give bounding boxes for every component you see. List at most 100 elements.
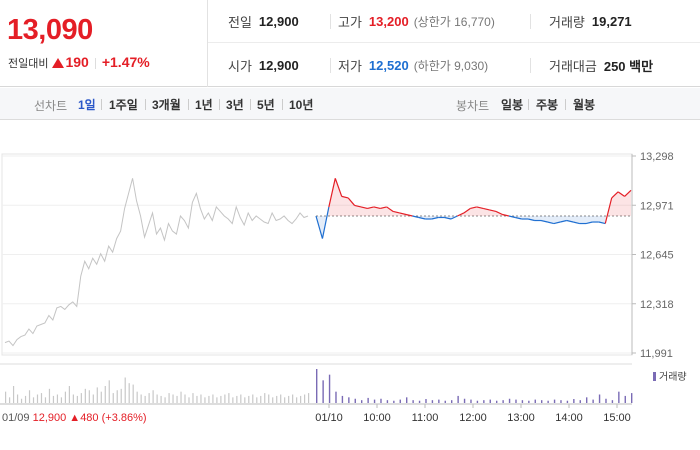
line-segment bbox=[624, 189, 632, 197]
divider bbox=[250, 99, 251, 110]
stat-label: 시가 bbox=[228, 59, 252, 74]
volume-bar bbox=[502, 400, 504, 403]
volume-bar bbox=[566, 400, 569, 403]
range-3y-tab[interactable]: 3년 bbox=[226, 98, 244, 112]
area-segment bbox=[380, 206, 387, 216]
area-segment bbox=[553, 215, 561, 224]
line-segment bbox=[483, 207, 490, 211]
volume-bar bbox=[412, 400, 414, 403]
volume-bar bbox=[579, 400, 581, 403]
volume-bar bbox=[431, 400, 434, 403]
monthly-candle-tab[interactable]: 월봉 bbox=[573, 98, 596, 112]
line-segment bbox=[450, 215, 458, 220]
volume-bar bbox=[164, 397, 166, 403]
divider bbox=[188, 99, 189, 110]
y-axis: 13,298 12,971 12,645 12,318 11,991 bbox=[631, 151, 674, 360]
volume-bar bbox=[515, 399, 517, 403]
volume-bar bbox=[136, 391, 138, 403]
line-segment bbox=[476, 206, 484, 210]
volume-bar bbox=[92, 394, 94, 403]
stat-open: 시가 12,900 bbox=[228, 44, 299, 87]
divider bbox=[219, 99, 220, 110]
volume-bar bbox=[200, 394, 202, 403]
volume-bar bbox=[32, 397, 35, 403]
weekly-candle-tab[interactable]: 주봉 bbox=[536, 98, 559, 112]
volume-bar bbox=[272, 397, 274, 403]
stat-value: 12,520 bbox=[368, 58, 409, 73]
volume-bar bbox=[386, 400, 389, 403]
chart-toolbar: 선차트 1일 1주일 3개월 1년 3년 5년 10년 봉차트 일봉 주봉 월봉 bbox=[0, 88, 700, 120]
stat-value: 12,900 bbox=[258, 58, 299, 73]
stat-prev: 전일 12,900 bbox=[228, 0, 299, 43]
x-tick-label: 10:00 bbox=[363, 412, 391, 424]
volume-bar bbox=[444, 400, 446, 403]
volume-bar bbox=[168, 393, 170, 403]
line-segment bbox=[489, 209, 497, 213]
range-1d-tab[interactable]: 1일 bbox=[78, 98, 96, 112]
volume-bar bbox=[128, 383, 130, 403]
area-segment bbox=[470, 206, 477, 216]
volume-bar bbox=[418, 400, 421, 403]
volume-bar bbox=[541, 400, 543, 403]
area-segment bbox=[425, 215, 432, 220]
area-segment bbox=[361, 206, 368, 216]
range-1y-tab[interactable]: 1년 bbox=[195, 98, 213, 112]
daily-candle-tab[interactable]: 일봉 bbox=[501, 98, 524, 112]
line-segment bbox=[386, 206, 394, 212]
volume-bar bbox=[176, 395, 178, 403]
volume-bar bbox=[36, 394, 39, 403]
area-segment bbox=[476, 206, 484, 216]
volume-bar bbox=[618, 391, 620, 403]
volume-bar bbox=[8, 397, 11, 403]
range-1w-tab[interactable]: 1주일 bbox=[109, 98, 138, 112]
range-5y-tab[interactable]: 5년 bbox=[257, 98, 275, 112]
line-segment bbox=[540, 219, 548, 223]
area-segment bbox=[547, 215, 554, 224]
volume-bar bbox=[489, 399, 491, 403]
grid bbox=[1, 153, 633, 356]
volume-bar bbox=[180, 391, 182, 403]
x-tick-label: 11:00 bbox=[412, 412, 439, 424]
volume-bar bbox=[232, 397, 234, 403]
volume-bar bbox=[160, 395, 162, 403]
volume-bar bbox=[44, 397, 47, 403]
y-tick-label: 11,991 bbox=[640, 348, 673, 360]
volume-bar bbox=[252, 394, 254, 403]
volume-bar bbox=[228, 393, 230, 403]
line-segment bbox=[495, 210, 503, 216]
volume-bar bbox=[224, 394, 226, 403]
volume-bar bbox=[534, 399, 536, 403]
line-segment bbox=[431, 216, 439, 220]
line-segment bbox=[412, 215, 419, 219]
range-10y-tab[interactable]: 10년 bbox=[289, 98, 314, 112]
volume-bar bbox=[240, 394, 242, 403]
volume-bar bbox=[20, 398, 23, 403]
stats-row-1: 전일 12,900 고가 13,200 (상한가 16,770) 거래량 19,271 bbox=[208, 0, 700, 43]
range-3m-tab[interactable]: 3개월 bbox=[152, 98, 181, 112]
area-segment bbox=[463, 208, 471, 216]
line-segment bbox=[341, 195, 349, 199]
volume-bar bbox=[586, 397, 588, 403]
volume-bar bbox=[335, 391, 337, 403]
volume-bar bbox=[108, 380, 110, 403]
area-segment bbox=[534, 215, 541, 221]
x-tick-label: 15:00 bbox=[603, 412, 631, 424]
volume-bar bbox=[184, 394, 186, 403]
volume-bar bbox=[88, 390, 90, 403]
volume-bar bbox=[476, 400, 479, 403]
volume-bar bbox=[172, 394, 174, 403]
stat-value: 13,200 bbox=[368, 14, 409, 29]
today-series bbox=[315, 178, 632, 239]
volume-bar bbox=[56, 394, 59, 403]
volume-bar bbox=[248, 395, 250, 403]
line-segment bbox=[553, 221, 561, 225]
area-segment bbox=[618, 191, 625, 216]
line-segment bbox=[560, 219, 567, 223]
price-box: 13,090 전일대비 190 +1.47% bbox=[0, 0, 208, 87]
line-segment bbox=[321, 206, 330, 239]
volume-bar bbox=[72, 394, 74, 403]
up-triangle-icon: ▲ bbox=[69, 412, 80, 424]
volume-bar bbox=[496, 400, 498, 403]
line-segment bbox=[405, 213, 413, 217]
area-segment bbox=[586, 215, 593, 224]
